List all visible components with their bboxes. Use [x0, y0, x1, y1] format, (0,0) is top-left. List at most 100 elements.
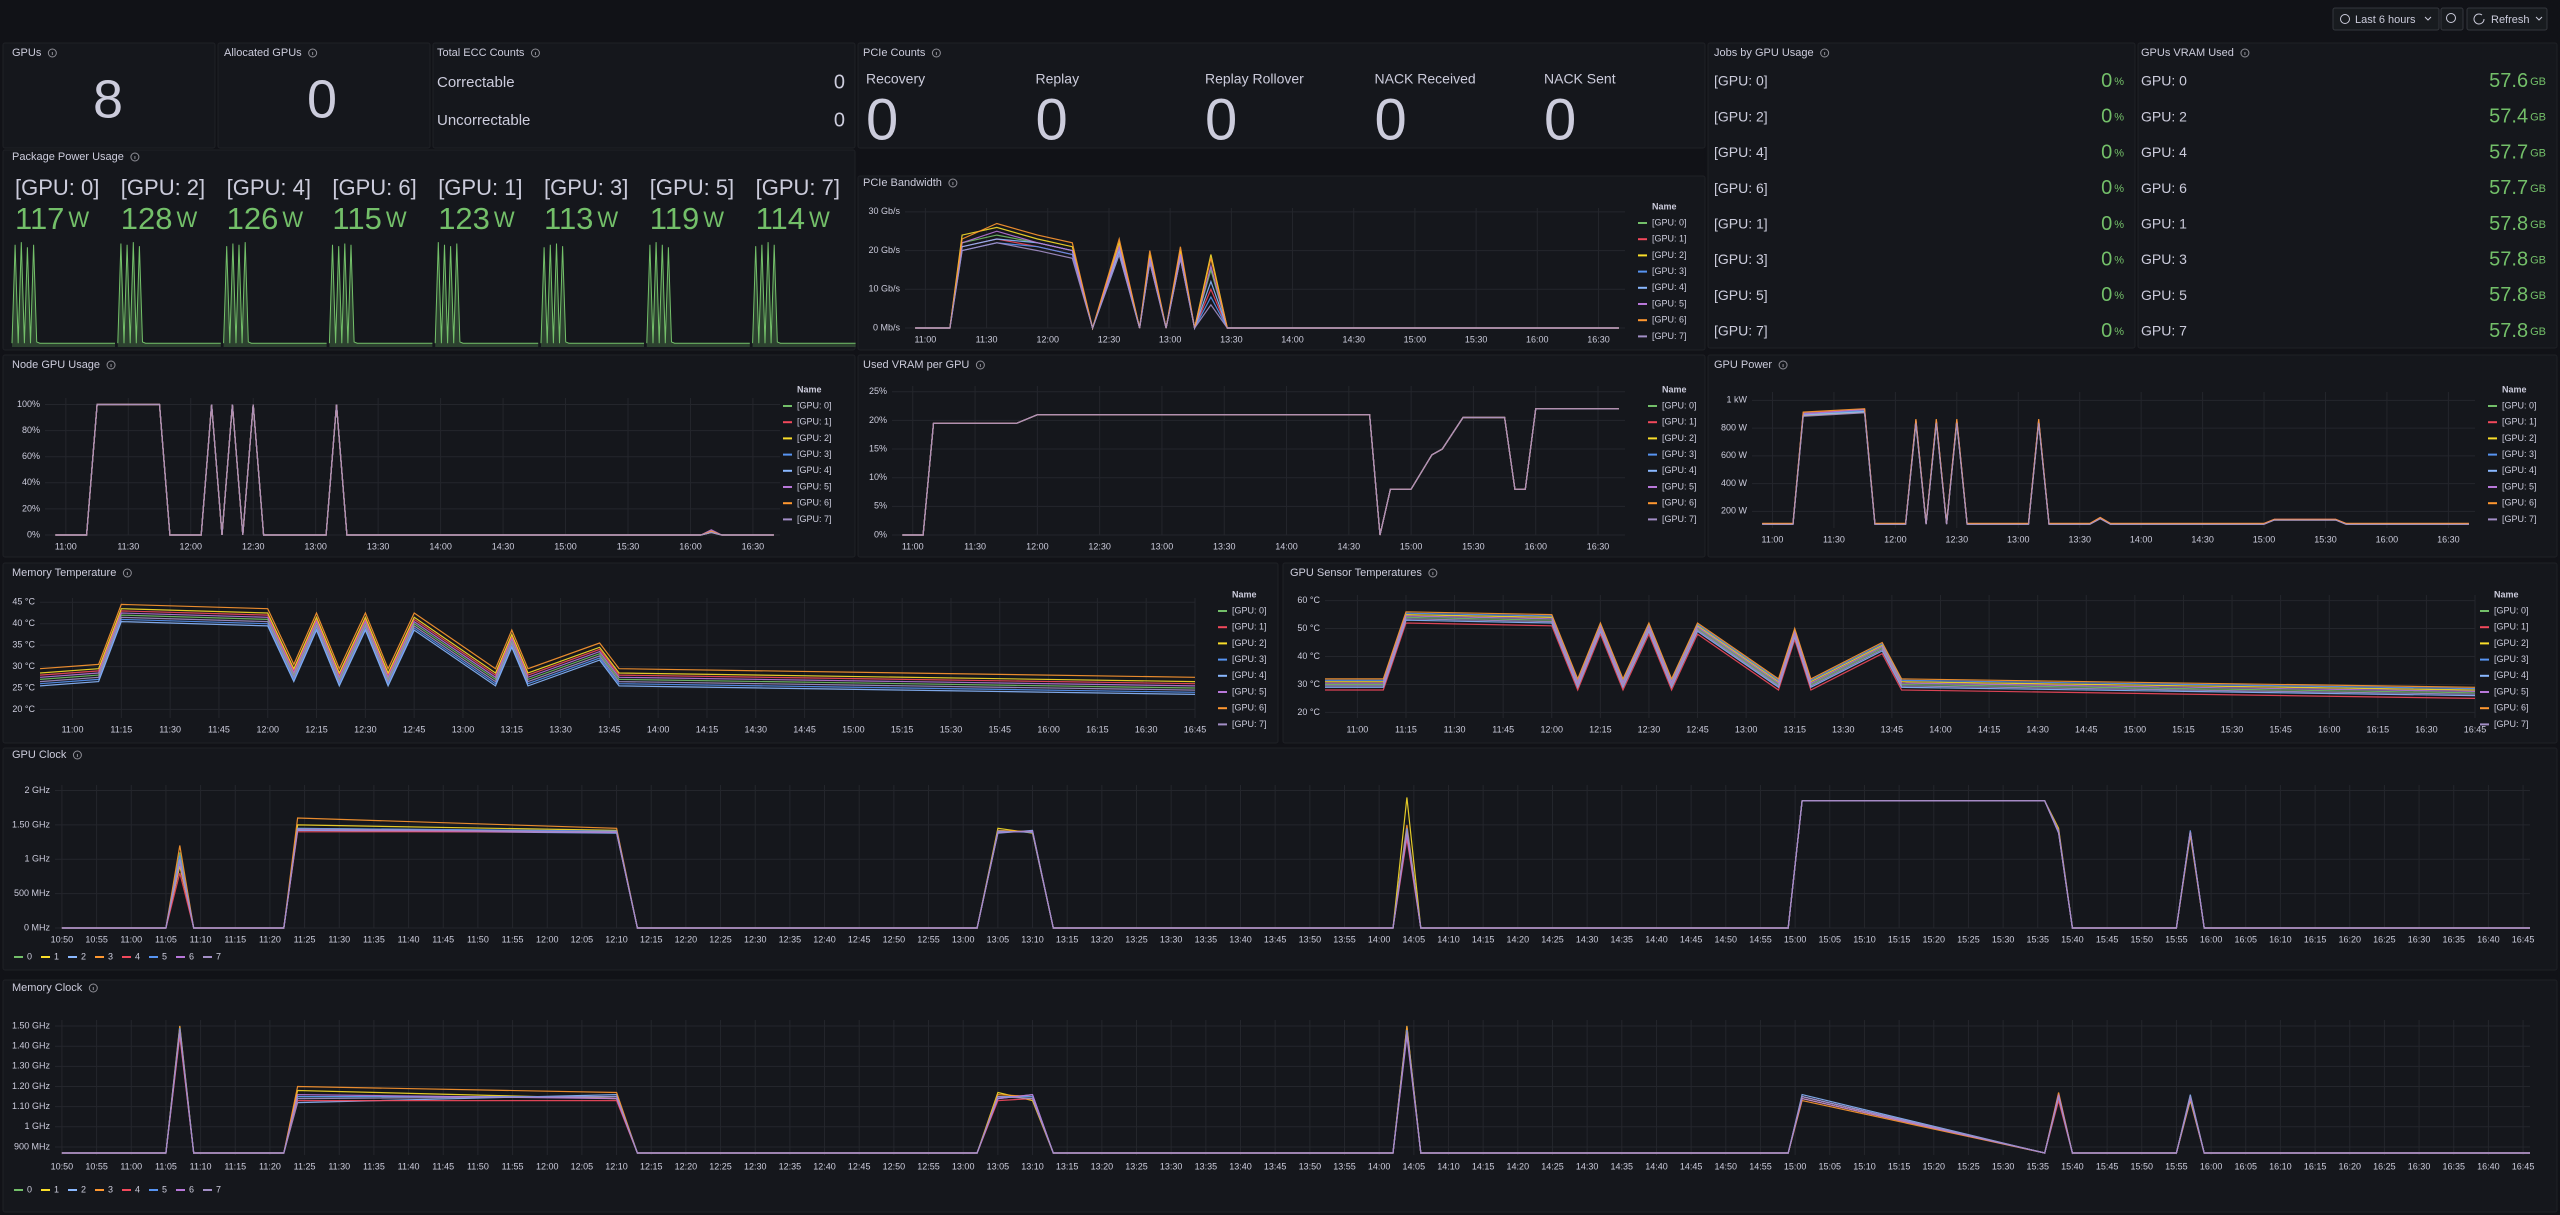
- value: 123: [438, 201, 490, 236]
- x-tick-label: 12:00: [1037, 334, 1060, 344]
- value: 57.8: [2489, 213, 2528, 235]
- x-tick-label: 13:45: [1264, 1161, 1287, 1171]
- row-label: [GPU: 4]: [1714, 144, 1768, 160]
- x-tick-label: 13:45: [1264, 934, 1287, 944]
- y-tick-label: 30 °C: [12, 661, 35, 671]
- time-range[interactable]: Last 6 hours: [2355, 14, 2416, 26]
- x-tick-label: 13:40: [1229, 1161, 1252, 1171]
- legend-label: 4: [135, 951, 140, 961]
- refresh-button[interactable]: [2466, 7, 2548, 31]
- panel: [2, 149, 856, 351]
- row-value: 0%: [2101, 249, 2124, 271]
- x-tick-label: 14:55: [1749, 1161, 1772, 1171]
- x-tick-label: 14:05: [1403, 934, 1426, 944]
- x-tick-label: 13:15: [1783, 724, 1806, 734]
- panel-title: Memory Temperature: [12, 567, 116, 579]
- x-tick-label: 14:30: [1338, 541, 1361, 551]
- x-tick-label: 16:30: [1587, 334, 1610, 344]
- series-line: [1325, 611, 2476, 688]
- y-tick-label: 800 W: [1721, 422, 1748, 432]
- unit: W: [703, 207, 724, 232]
- sparkline-area: [435, 242, 539, 347]
- legend-label: 0: [27, 1184, 32, 1194]
- panel-title: PCIe Counts: [863, 47, 926, 59]
- x-tick-label: 15:25: [1957, 934, 1980, 944]
- legend-label: [GPU: 1]: [797, 417, 832, 427]
- pcie-label: Recovery: [866, 71, 925, 87]
- x-tick-label: 12:40: [813, 934, 836, 944]
- x-tick-label: 13:00: [952, 934, 975, 944]
- row-label: [GPU: 3]: [1714, 251, 1768, 267]
- legend-label: [GPU: 5]: [1652, 298, 1687, 308]
- gpu-label: [GPU: 7]: [756, 175, 840, 200]
- legend-label: [GPU: 1]: [1232, 622, 1267, 632]
- series-line: [39, 610, 1196, 685]
- x-tick-label: 16:00: [1526, 334, 1549, 344]
- refresh-label[interactable]: Refresh: [2491, 14, 2530, 26]
- x-tick-label: 12:55: [917, 1161, 940, 1171]
- x-tick-label: 16:15: [2304, 934, 2327, 944]
- x-tick-label: 13:30: [1160, 934, 1183, 944]
- x-tick-label: 15:15: [1888, 934, 1911, 944]
- x-tick-label: 11:25: [294, 1161, 316, 1171]
- time-picker[interactable]: [2332, 7, 2440, 31]
- power-value: 126 W: [227, 201, 304, 236]
- value: 113: [544, 201, 593, 236]
- panel: [857, 175, 1706, 351]
- refresh-icon: [2473, 13, 2485, 25]
- row-value: 0%: [2101, 142, 2124, 164]
- value: 115: [332, 201, 381, 236]
- unit: %: [2114, 290, 2124, 302]
- sparkline: [223, 242, 327, 344]
- x-tick-label: 13:05: [987, 1161, 1010, 1171]
- x-tick-label: 11:30: [328, 1161, 350, 1171]
- x-tick-label: 14:15: [696, 724, 719, 734]
- x-tick-label: 14:30: [2191, 534, 2214, 544]
- value: 117: [15, 201, 64, 236]
- y-tick-label: 1.20 GHz: [12, 1081, 51, 1091]
- legend-label: 6: [189, 951, 194, 961]
- x-tick-label: 12:45: [1686, 724, 1709, 734]
- x-tick-label: 15:15: [891, 724, 914, 734]
- x-tick-label: 12:30: [744, 934, 767, 944]
- y-tick-label: 900 MHz: [14, 1141, 51, 1151]
- x-tick-label: 15:30: [940, 724, 963, 734]
- unit: %: [2114, 254, 2124, 266]
- x-tick-label: 11:50: [467, 1161, 489, 1171]
- row-value: 57.7 GB: [2489, 177, 2546, 199]
- y-tick-label: 20 Gb/s: [868, 245, 900, 255]
- row-value: 0%: [2101, 177, 2124, 199]
- legend-label: [GPU: 5]: [2494, 686, 2529, 696]
- y-tick-label: 1.50 GHz: [12, 819, 51, 829]
- row-label: GPU: 1: [2141, 216, 2187, 232]
- x-tick-label: 14:40: [1645, 934, 1668, 944]
- x-tick-label: 13:55: [1333, 1161, 1356, 1171]
- pcie-label: Replay: [1036, 71, 1080, 87]
- y-tick-label: 5%: [874, 501, 887, 511]
- stat-value: 0: [1205, 87, 1237, 152]
- x-tick-label: 12:30: [1638, 724, 1661, 734]
- x-tick-label: 12:00: [1540, 724, 1563, 734]
- x-tick-label: 16:45: [1184, 724, 1207, 734]
- y-tick-label: 20 °C: [12, 704, 35, 714]
- panel-title: GPU Clock: [12, 749, 67, 761]
- zoom-out[interactable]: [2440, 7, 2464, 31]
- row-label: GPU: 5: [2141, 287, 2187, 303]
- x-tick-label: 13:15: [1056, 1161, 1079, 1171]
- legend-label: [GPU: 6]: [2494, 703, 2529, 713]
- x-tick-label: 12:30: [744, 1161, 767, 1171]
- x-tick-label: 12:25: [709, 934, 732, 944]
- value: 126: [227, 201, 279, 236]
- gpu-label: [GPU: 6]: [332, 175, 416, 200]
- sparkline-area: [646, 242, 750, 347]
- x-tick-label: 14:45: [793, 724, 816, 734]
- info-icon: [931, 48, 941, 58]
- legend-label: 5: [162, 1184, 167, 1194]
- row-value: 0%: [2101, 213, 2124, 235]
- x-tick-label: 12:00: [1026, 541, 1049, 551]
- legend-label: [GPU: 3]: [797, 449, 832, 459]
- x-tick-label: 11:00: [62, 724, 84, 734]
- x-tick-label: 13:55: [1333, 934, 1356, 944]
- x-tick-label: 12:05: [571, 934, 594, 944]
